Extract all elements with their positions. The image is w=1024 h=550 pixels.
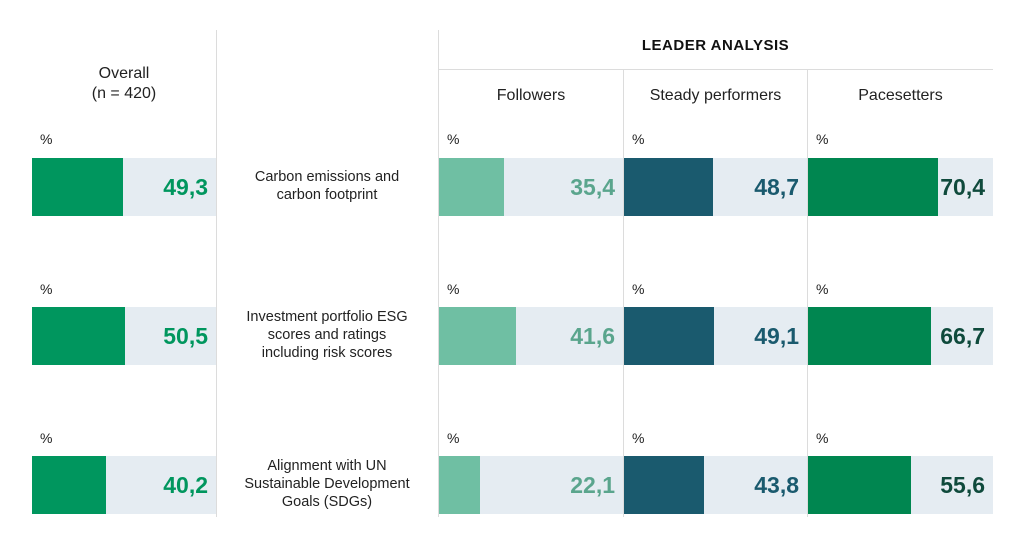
percent-symbol: %	[632, 281, 645, 297]
percent-symbol: %	[40, 281, 53, 297]
category-label: Investment portfolio ESG scores and ratin…	[227, 308, 427, 362]
percent-symbol: %	[816, 430, 829, 446]
category-label-line: scores and ratings	[267, 327, 387, 343]
bar-track-followers: 35,4	[439, 158, 623, 216]
category-label-line: Carbon emissions and	[254, 169, 400, 185]
bar-track-followers: 41,6	[439, 307, 623, 365]
divider-overall-right	[216, 30, 217, 517]
category-label-line: including risk scores	[261, 345, 393, 361]
category-label-line: carbon footprint	[276, 187, 378, 203]
bar-overall	[32, 307, 125, 365]
bar-steady	[624, 456, 704, 514]
bar-overall	[32, 456, 106, 514]
data-label-pacesetters: 55,6	[940, 472, 985, 498]
data-label-overall: 49,3	[163, 174, 208, 200]
divider-steady-right	[807, 70, 808, 517]
percent-symbol: %	[632, 430, 645, 446]
bar-track-steady: 48,7	[624, 158, 807, 216]
data-label-steady: 48,7	[754, 174, 799, 200]
percent-symbol: %	[40, 131, 53, 147]
leader-analysis-title: LEADER ANALYSIS	[641, 37, 790, 54]
data-label-followers: 35,4	[570, 174, 615, 200]
percent-symbol: %	[816, 281, 829, 297]
percent-symbol: %	[816, 131, 829, 147]
category-label-line: Alignment with UN	[267, 458, 387, 474]
percent-symbol: %	[447, 131, 460, 147]
data-label-steady: 49,1	[754, 323, 799, 349]
bar-pacesetters	[808, 456, 911, 514]
data-label-followers: 22,1	[570, 472, 615, 498]
data-label-steady: 43,8	[754, 472, 799, 498]
bar-pacesetters	[808, 158, 938, 216]
group-header-steady: Steady performers	[649, 87, 782, 104]
overall-header-line2: (n = 420)	[91, 85, 157, 102]
bar-track-overall: 49,3	[32, 158, 216, 216]
bar-followers	[439, 307, 516, 365]
percent-symbol: %	[40, 430, 53, 446]
percent-symbol: %	[447, 430, 460, 446]
leader-underline	[438, 69, 993, 70]
bar-followers	[439, 158, 504, 216]
data-label-overall: 50,5	[163, 323, 208, 349]
bar-followers	[439, 456, 480, 514]
bar-steady	[624, 307, 714, 365]
group-header-pacesetters: Pacesetters	[858, 87, 943, 104]
bar-track-followers: 22,1	[439, 456, 623, 514]
category-label: Alignment with UN Sustainable Development…	[227, 457, 427, 511]
bar-track-steady: 49,1	[624, 307, 807, 365]
bar-track-pacesetters: 55,6	[808, 456, 993, 514]
data-label-pacesetters: 70,4	[940, 174, 985, 200]
data-label-overall: 40,2	[163, 472, 208, 498]
category-label-line: Investment portfolio ESG	[246, 309, 408, 325]
data-label-followers: 41,6	[570, 323, 615, 349]
bar-track-overall: 50,5	[32, 307, 216, 365]
divider-leader-left	[438, 30, 439, 517]
bar-track-pacesetters: 66,7	[808, 307, 993, 365]
category-label: Carbon emissions and carbon footprint	[227, 168, 427, 204]
overall-header-line1: Overall	[98, 65, 150, 82]
bar-steady	[624, 158, 713, 216]
group-header-followers: Followers	[496, 87, 566, 104]
percent-symbol: %	[632, 131, 645, 147]
overall-header: Overall (n = 420)	[32, 64, 216, 104]
category-label-line: Sustainable Development	[244, 476, 410, 492]
percent-symbol: %	[447, 281, 460, 297]
bar-track-pacesetters: 70,4	[808, 158, 993, 216]
bar-track-overall: 40,2	[32, 456, 216, 514]
category-label-line: Goals (SDGs)	[281, 494, 373, 510]
bar-track-steady: 43,8	[624, 456, 807, 514]
data-label-pacesetters: 66,7	[940, 323, 985, 349]
divider-followers-right	[623, 70, 624, 517]
bar-overall	[32, 158, 123, 216]
bar-pacesetters	[808, 307, 931, 365]
